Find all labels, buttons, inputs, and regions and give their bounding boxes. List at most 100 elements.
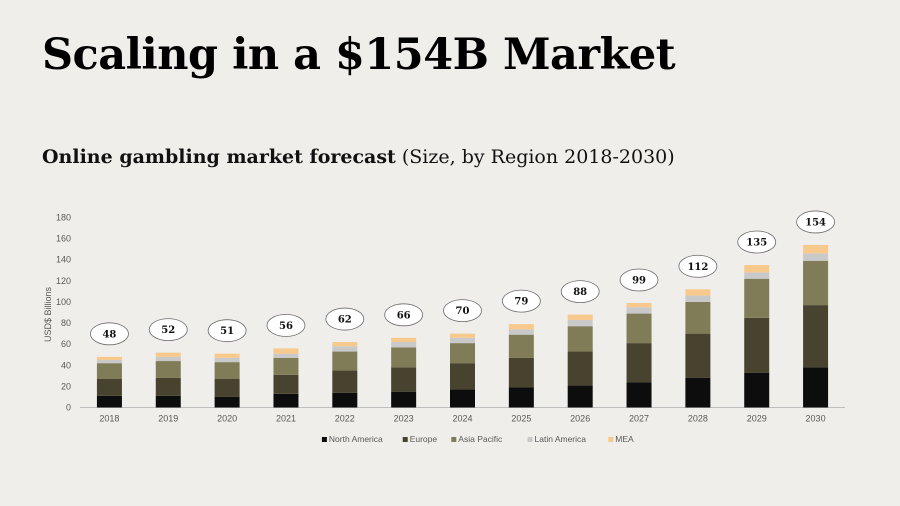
legend-swatch-europe bbox=[402, 437, 408, 442]
bar-segment-europe bbox=[214, 379, 240, 397]
bar-segment-asia-pacific bbox=[685, 301, 711, 334]
legend-label: Asia Pacific bbox=[458, 434, 503, 444]
x-tick-label: 2018 bbox=[99, 414, 119, 424]
total-data-label: 79 bbox=[514, 297, 528, 308]
y-tick-label: 160 bbox=[56, 234, 71, 244]
bar-segment-europe bbox=[744, 317, 770, 373]
bar-segment-latin-america bbox=[273, 353, 299, 358]
bar-segment-asia-pacific bbox=[508, 334, 534, 358]
bar-segment-mea bbox=[626, 303, 652, 308]
bar-segment-latin-america bbox=[391, 342, 417, 348]
x-tick-label: 2024 bbox=[452, 414, 472, 424]
bar-segment-north-america bbox=[155, 395, 181, 408]
chart-subtitle: Online gambling market forecast (Size, b… bbox=[42, 146, 675, 168]
bar-segment-north-america bbox=[508, 387, 534, 408]
bar-segment-latin-america bbox=[744, 272, 770, 279]
bar-segment-asia-pacific bbox=[567, 326, 593, 352]
bar-segment-north-america bbox=[450, 389, 475, 408]
x-tick-label: 2023 bbox=[394, 414, 414, 424]
subtitle-detail: (Size, by Region 2018-2030) bbox=[395, 146, 675, 168]
bar-segment-mea bbox=[332, 342, 358, 347]
x-tick-label: 2022 bbox=[335, 414, 355, 424]
y-tick-label: 120 bbox=[56, 276, 71, 286]
bar-segment-europe bbox=[508, 357, 534, 388]
bar-segment-europe bbox=[155, 377, 181, 396]
bar-segment-mea bbox=[155, 352, 181, 357]
total-label-bubble bbox=[737, 230, 777, 254]
legend-label: North America bbox=[329, 434, 383, 444]
bar-segment-europe bbox=[332, 370, 358, 393]
x-tick-label: 2028 bbox=[688, 414, 708, 424]
total-label-bubble bbox=[619, 268, 659, 292]
bar-segment-north-america bbox=[96, 395, 122, 408]
legend-label: Europe bbox=[410, 434, 438, 444]
bar-segment-latin-america bbox=[567, 319, 593, 327]
bar-segment-europe bbox=[626, 343, 652, 383]
total-label-bubble bbox=[148, 318, 188, 342]
y-axis-title: USD$ Billions bbox=[43, 286, 53, 342]
bar-segment-asia-pacific bbox=[744, 278, 770, 318]
bar-segment-mea bbox=[685, 289, 711, 296]
bar-segment-latin-america bbox=[626, 307, 652, 314]
total-label-bubble bbox=[796, 210, 835, 234]
bar-segment-europe bbox=[96, 379, 122, 396]
total-data-label: 52 bbox=[161, 325, 175, 336]
y-tick-label: 40 bbox=[61, 360, 71, 370]
x-tick-label: 2027 bbox=[629, 414, 649, 424]
bar-segment-asia-pacific bbox=[273, 357, 299, 375]
x-tick-label: 2020 bbox=[217, 414, 237, 424]
total-label-bubble bbox=[501, 289, 541, 313]
bar-segment-north-america bbox=[626, 382, 652, 408]
y-tick-label: 180 bbox=[56, 213, 71, 223]
total-data-label: 154 bbox=[805, 217, 826, 228]
total-label-bubble bbox=[90, 322, 129, 346]
x-tick-label: 2021 bbox=[276, 414, 296, 424]
total-data-label: 56 bbox=[279, 321, 293, 332]
bar-segment-mea bbox=[567, 314, 593, 320]
total-data-label: 62 bbox=[338, 315, 352, 326]
bar-segment-latin-america bbox=[803, 253, 829, 261]
x-tick-label: 2025 bbox=[511, 414, 531, 424]
bar-segment-europe bbox=[391, 367, 417, 392]
total-data-label: 70 bbox=[456, 306, 470, 317]
bar-segment-asia-pacific bbox=[803, 260, 829, 306]
legend-label: Latin America bbox=[535, 434, 587, 444]
legend-label: MEA bbox=[615, 434, 634, 444]
bar-segment-asia-pacific bbox=[96, 363, 122, 379]
bar-segment-latin-america bbox=[214, 357, 240, 363]
stacked-bar-chart: 0 20 40 60 80 100 120 140 160 180 USD$ Billions 201… bbox=[43, 210, 845, 444]
bar-segment-mea bbox=[96, 356, 122, 360]
bar-segment-europe bbox=[273, 374, 299, 394]
bar-segment-asia-pacific bbox=[332, 351, 358, 371]
bar-segment-latin-america bbox=[155, 356, 181, 362]
bar-segment-mea bbox=[391, 337, 417, 343]
total-label-bubble bbox=[678, 254, 718, 278]
bar-segment-europe bbox=[567, 351, 593, 386]
bar-segment-latin-america bbox=[508, 329, 534, 335]
total-label-bubble bbox=[560, 280, 600, 304]
x-tick-label: 2026 bbox=[570, 414, 590, 424]
total-data-label: 99 bbox=[632, 276, 646, 287]
bar-segment-mea bbox=[508, 324, 534, 330]
y-tick-label: 100 bbox=[56, 297, 71, 307]
bar-segment-europe bbox=[450, 363, 475, 390]
total-data-label: 48 bbox=[102, 329, 116, 340]
bar-segment-asia-pacific bbox=[155, 361, 181, 378]
bar-segment-north-america bbox=[391, 391, 417, 408]
bar-segment-latin-america bbox=[332, 346, 358, 352]
legend-swatch-latin-america bbox=[527, 437, 533, 442]
legend-swatch-asia-pacific bbox=[451, 437, 457, 442]
bar-segment-asia-pacific bbox=[450, 343, 475, 364]
y-tick-label: 80 bbox=[61, 318, 71, 328]
total-data-label: 51 bbox=[220, 326, 234, 337]
total-label-bubble bbox=[207, 319, 247, 343]
bar-segment-mea bbox=[273, 348, 299, 354]
bar-segment-mea bbox=[744, 265, 770, 273]
total-label-bubble bbox=[384, 303, 424, 327]
bar-segment-europe bbox=[803, 305, 829, 368]
total-label-bubble bbox=[325, 307, 365, 331]
bar-segment-asia-pacific bbox=[391, 347, 417, 368]
legend-swatch-mea bbox=[608, 437, 614, 442]
total-data-label: 66 bbox=[397, 310, 411, 321]
bar-segment-latin-america bbox=[685, 295, 711, 302]
